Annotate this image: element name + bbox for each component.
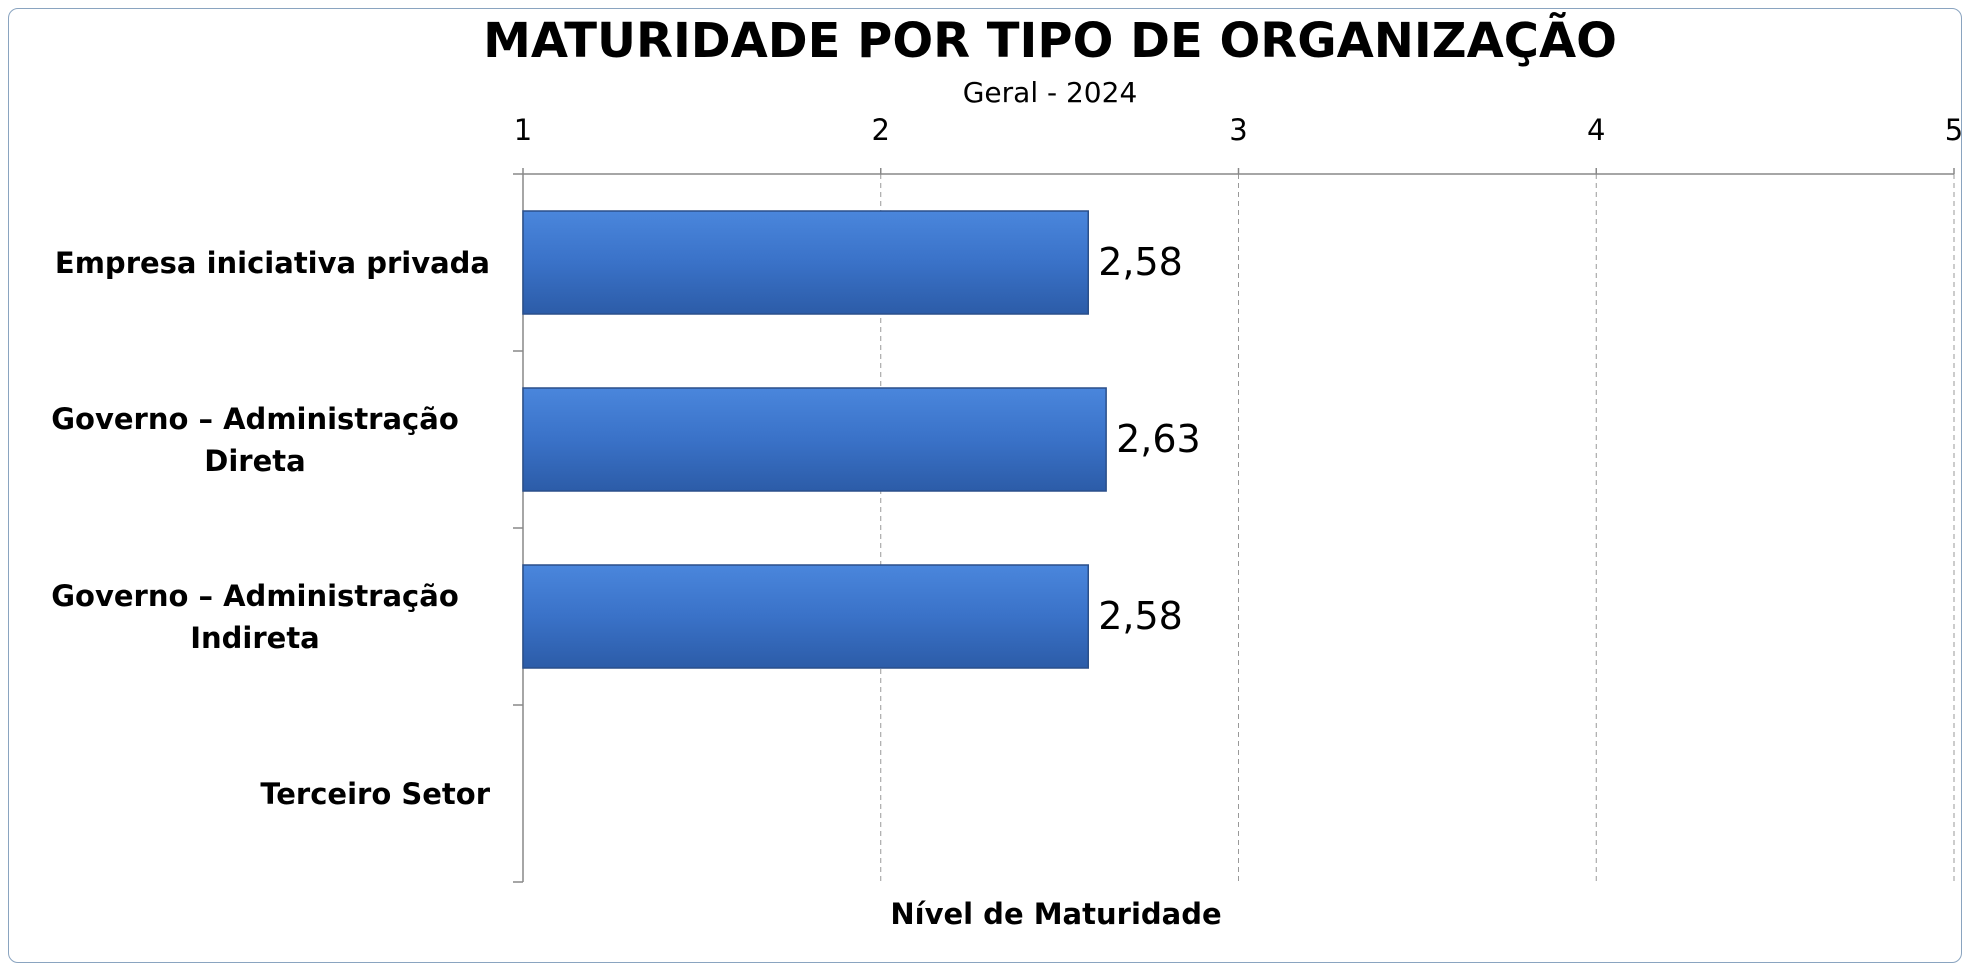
value-label: 2,58 bbox=[1098, 594, 1183, 638]
bar bbox=[522, 564, 1089, 669]
chart-title: MATURIDADE POR TIPO DE ORGANIZAÇÃO bbox=[483, 12, 1617, 69]
y-tick-label-box: Terceiro Setor bbox=[0, 773, 490, 815]
x-axis-label: Nível de Maturidade bbox=[890, 897, 1221, 931]
x-tick-label: 2 bbox=[872, 113, 890, 147]
chart-subtitle: Geral - 2024 bbox=[963, 76, 1138, 109]
x-tick-label: 1 bbox=[514, 113, 532, 147]
bar bbox=[522, 210, 1089, 315]
value-label: 2,58 bbox=[1098, 240, 1183, 284]
value-label: 2,63 bbox=[1116, 417, 1201, 461]
frame bbox=[8, 8, 1962, 963]
y-tick-label-box: Governo – Administração Indireta bbox=[0, 575, 490, 659]
y-tick-label-box: Empresa iniciativa privada bbox=[0, 242, 490, 284]
bar bbox=[522, 387, 1107, 492]
y-tick-label-box: Governo – Administração Direta bbox=[0, 398, 490, 482]
y-tick-label: Governo – Administração Direta bbox=[51, 401, 459, 478]
x-tick-label: 5 bbox=[1945, 113, 1963, 147]
y-tick-label: Terceiro Setor bbox=[260, 776, 490, 811]
x-tick-label: 4 bbox=[1587, 113, 1605, 147]
x-tick-label: 3 bbox=[1229, 113, 1247, 147]
y-tick-label: Governo – Administração Indireta bbox=[51, 578, 459, 655]
y-tick-label: Empresa iniciativa privada bbox=[54, 245, 490, 280]
